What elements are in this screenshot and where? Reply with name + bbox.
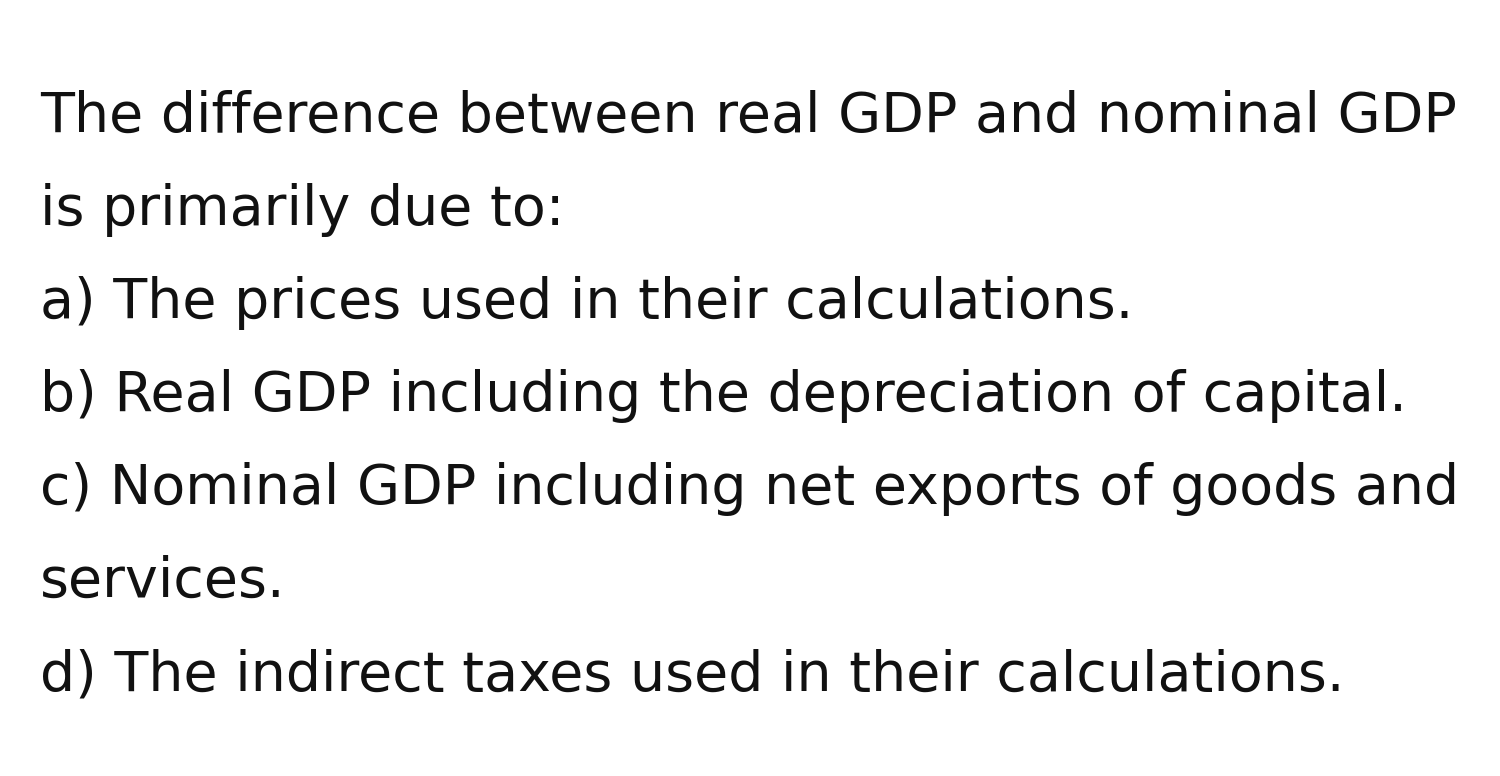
- Text: d) The indirect taxes used in their calculations.: d) The indirect taxes used in their calc…: [40, 648, 1344, 702]
- Text: c) Nominal GDP including net exports of goods and: c) Nominal GDP including net exports of …: [40, 462, 1460, 516]
- Text: b) Real GDP including the depreciation of capital.: b) Real GDP including the depreciation o…: [40, 369, 1407, 423]
- Text: a) The prices used in their calculations.: a) The prices used in their calculations…: [40, 276, 1134, 330]
- Text: The difference between real GDP and nominal GDP: The difference between real GDP and nomi…: [40, 90, 1456, 144]
- Text: services.: services.: [40, 555, 285, 609]
- Text: is primarily due to:: is primarily due to:: [40, 183, 564, 237]
